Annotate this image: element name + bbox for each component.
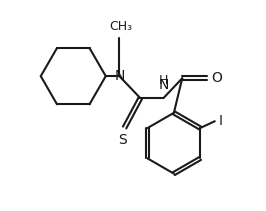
Text: O: O [211,71,222,85]
Text: S: S [118,133,126,147]
Text: N: N [114,69,124,83]
Text: I: I [219,114,223,128]
Text: N: N [158,78,169,92]
Text: CH₃: CH₃ [109,20,132,33]
Text: H: H [159,74,168,87]
